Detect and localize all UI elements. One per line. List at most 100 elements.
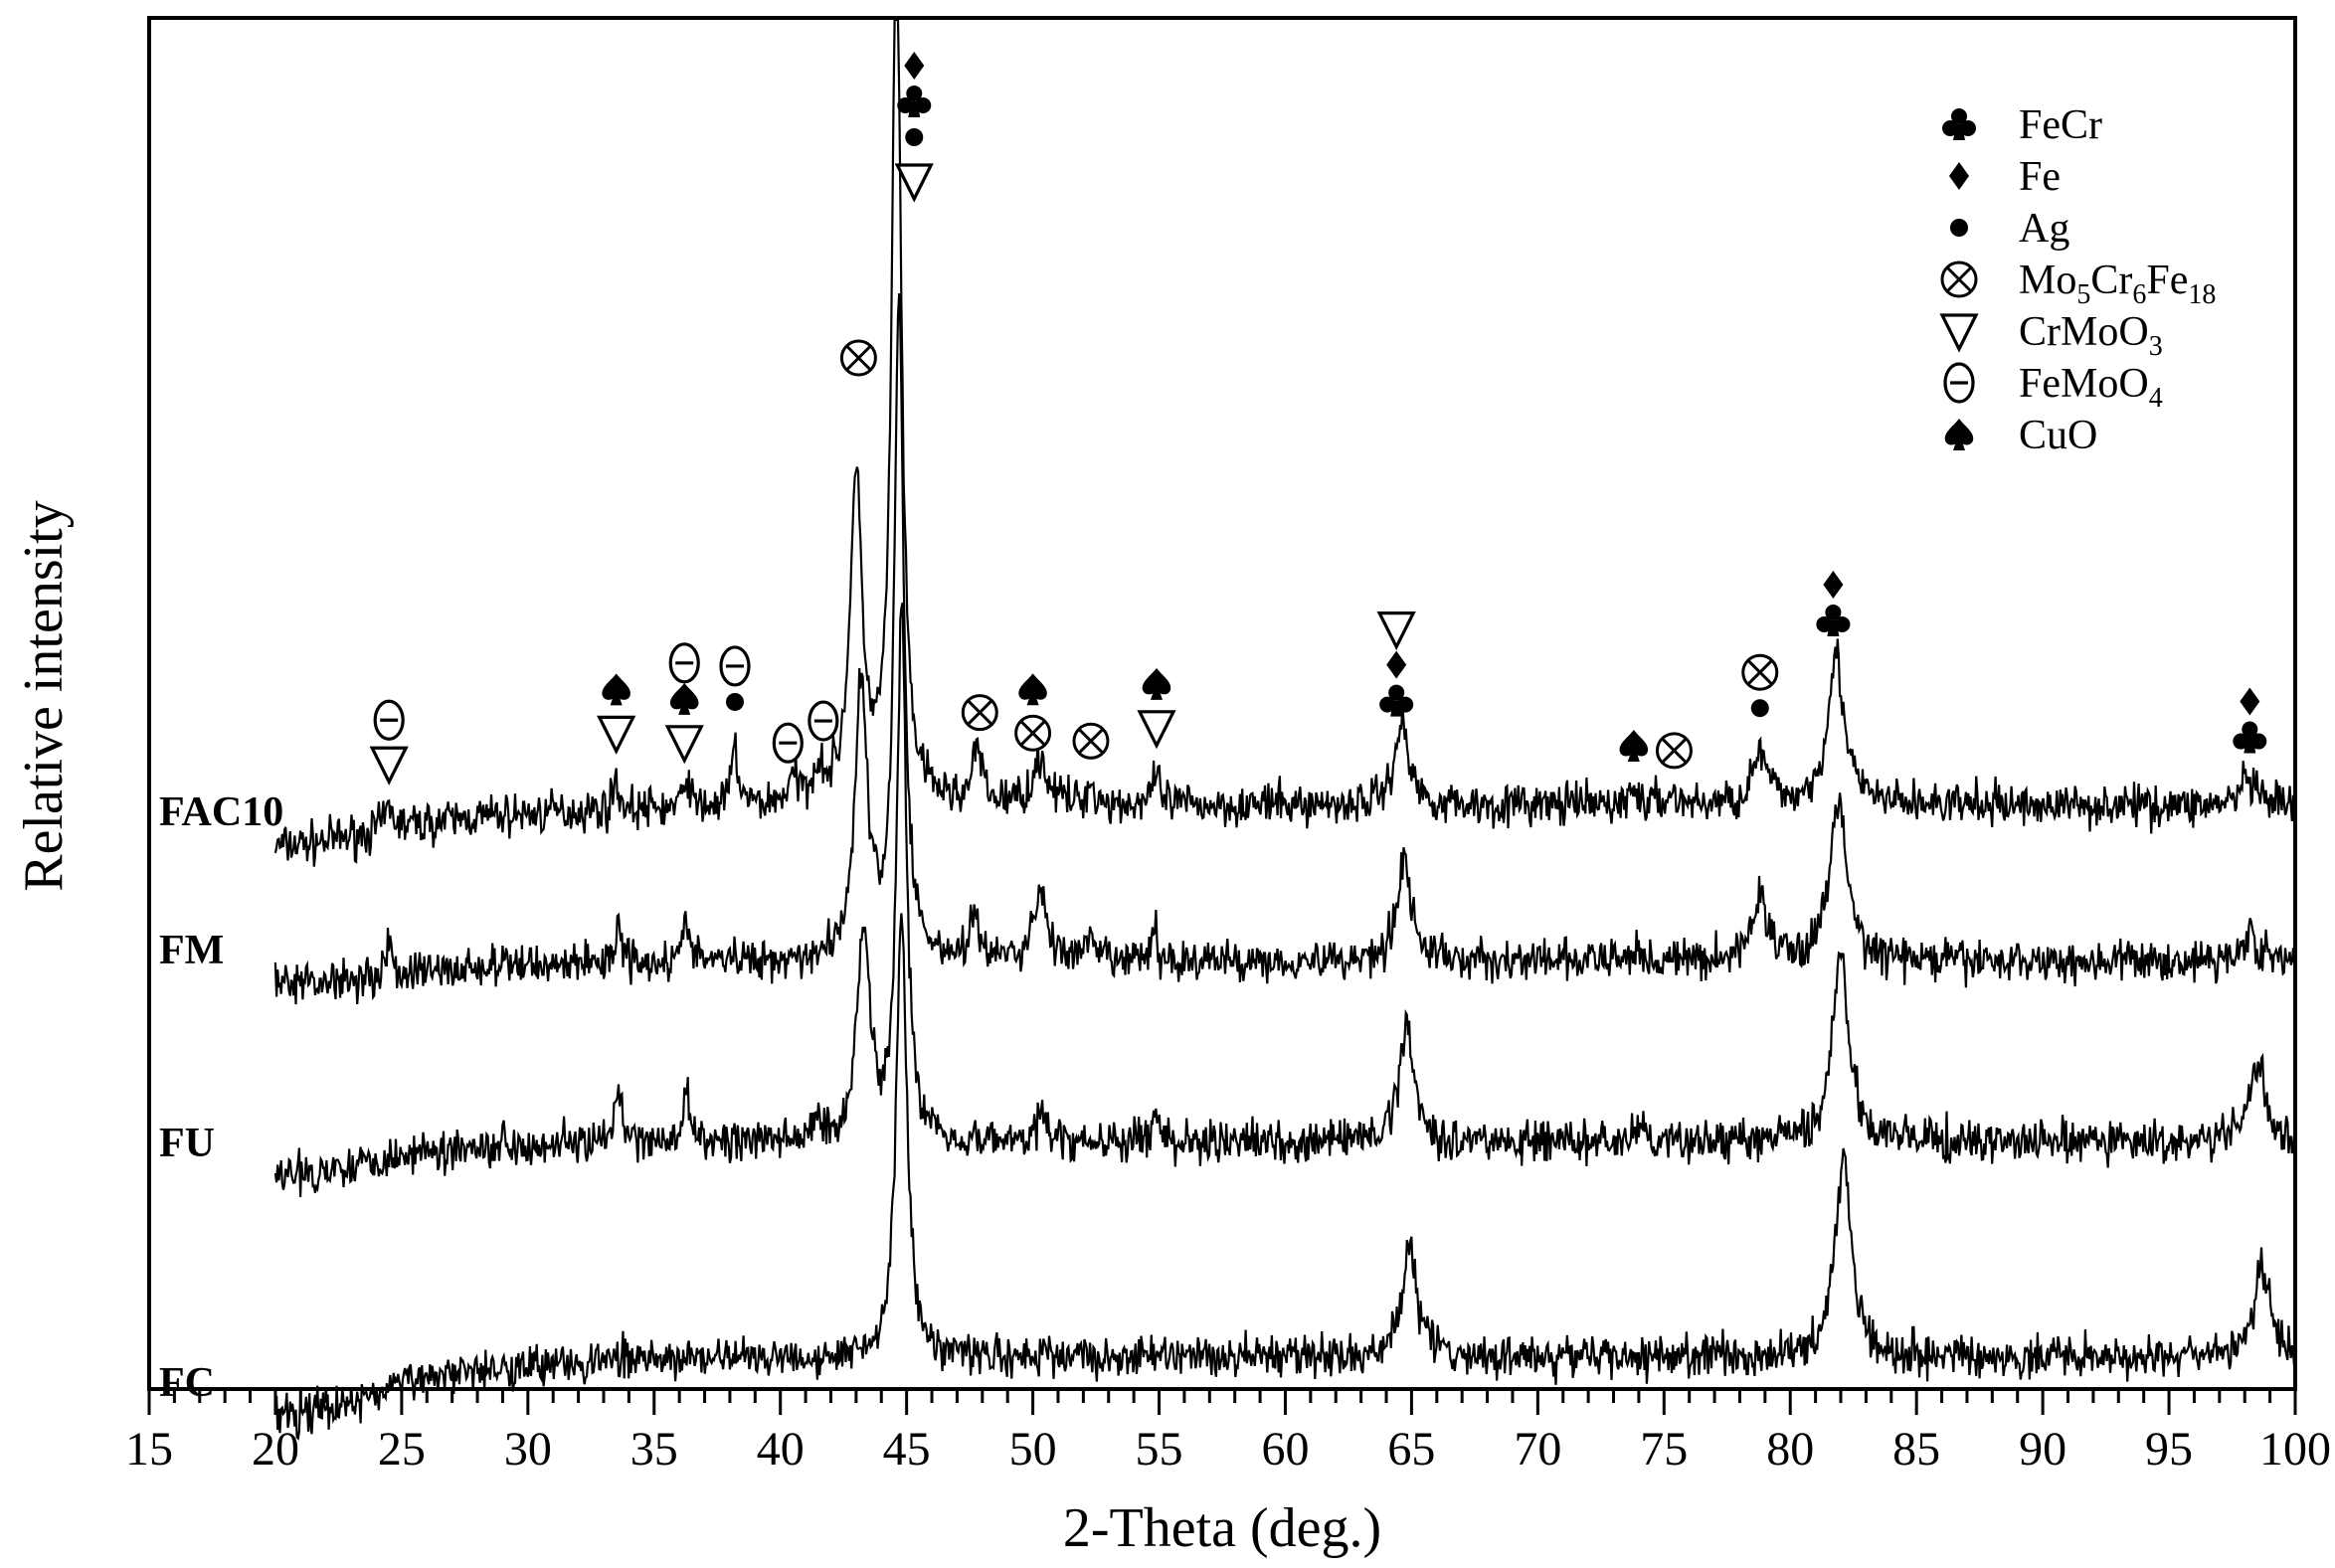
nabla-marker-icon <box>597 715 636 755</box>
x-tick-label: 60 <box>1261 1423 1309 1476</box>
theta-marker-icon <box>373 699 405 741</box>
nabla-marker-icon <box>1939 313 1979 353</box>
x-tick-label: 50 <box>1009 1423 1057 1476</box>
peak-annotation <box>597 673 636 755</box>
legend-label: FeCr <box>2019 102 2102 148</box>
nabla-marker-icon <box>894 163 934 203</box>
trace-fm <box>273 293 2296 1005</box>
legend-label: CuO <box>2019 413 2097 458</box>
club-marker-icon <box>1816 604 1851 636</box>
peak-annotation <box>2233 687 2267 754</box>
x-tick-label: 80 <box>1766 1423 1814 1476</box>
peak-annotation <box>1655 732 1693 770</box>
peak-annotation <box>719 645 751 711</box>
legend-label: FeMoO4 <box>2019 361 2163 414</box>
sample-label-fac10: FAC10 <box>159 789 283 835</box>
x-tick-label: 40 <box>757 1423 805 1476</box>
otimes-marker-icon <box>839 339 877 377</box>
diamond-marker-icon <box>904 52 925 80</box>
x-axis-ticks: 15 20 25 30 35 40 45 50 55 60 65 70 75 80 85 90 95 100 <box>125 1389 2331 1476</box>
trace-fac10 <box>273 18 2296 867</box>
otimes-marker-icon <box>1014 714 1052 752</box>
theta-marker-icon <box>808 700 839 742</box>
circle-marker-icon <box>1750 699 1769 718</box>
legend-entry: Ag <box>1950 206 2069 252</box>
x-tick-label: 100 <box>2259 1423 2331 1476</box>
peak-annotation <box>369 699 409 785</box>
peak-annotation <box>664 642 704 765</box>
x-tick-label: 95 <box>2145 1423 2193 1476</box>
circle-marker-icon <box>905 128 924 146</box>
x-tick-label: 35 <box>630 1423 678 1476</box>
peak-annotation <box>961 694 998 732</box>
peak-annotation <box>1619 729 1649 762</box>
trace-fc <box>273 913 2296 1441</box>
theta-marker-icon <box>719 645 751 687</box>
club-marker-icon <box>897 86 932 117</box>
nabla-marker-icon <box>369 746 409 785</box>
legend-label: Mo5Cr6Fe18 <box>2019 258 2216 310</box>
plot-frame <box>147 16 2297 1391</box>
peak-annotation <box>1072 722 1110 760</box>
peak-annotation <box>1741 653 1779 718</box>
theta-marker-icon <box>772 722 804 764</box>
series-traces <box>273 18 2296 1441</box>
theta-marker-icon <box>668 642 700 684</box>
otimes-marker-icon <box>1741 653 1779 691</box>
x-tick-label: 70 <box>1514 1423 1561 1476</box>
legend-label: Fe <box>2019 154 2061 200</box>
circle-marker-icon <box>1950 219 1968 237</box>
diamond-marker-icon <box>1386 650 1407 679</box>
sample-labels: FAC10 FM FU FC <box>159 789 283 1406</box>
x-tick-label: 45 <box>883 1423 931 1476</box>
x-tick-label: 75 <box>1640 1423 1688 1476</box>
diamond-marker-icon <box>2240 687 2260 716</box>
peak-annotation <box>1376 610 1416 717</box>
club-marker-icon <box>1379 684 1414 717</box>
x-tick-label: 15 <box>125 1423 173 1476</box>
peak-annotation <box>772 722 804 764</box>
x-tick-label: 30 <box>504 1423 552 1476</box>
x-tick-label: 90 <box>2019 1423 2066 1476</box>
x-tick-label: 20 <box>252 1423 299 1476</box>
legend-label: CrMoO3 <box>2019 309 2163 362</box>
peak-annotation <box>894 52 934 203</box>
nabla-marker-icon <box>664 725 704 765</box>
legend-entry: CrMoO3 <box>1939 309 2163 362</box>
club-marker-icon <box>1942 108 1976 140</box>
spade-marker-icon <box>1944 419 1974 450</box>
spade-marker-icon <box>669 682 699 715</box>
legend-entry: FeCr <box>1942 102 2102 148</box>
club-marker-icon <box>2233 721 2267 754</box>
spade-marker-icon <box>1018 673 1047 706</box>
theta-marker-icon <box>1943 362 1975 404</box>
spade-marker-icon <box>602 673 630 706</box>
x-axis-title: 2-Theta (deg.) <box>1063 1497 1381 1559</box>
otimes-marker-icon <box>1655 732 1693 770</box>
circle-marker-icon <box>726 692 745 711</box>
spade-marker-icon <box>1142 667 1171 700</box>
y-axis-title: Relative intensity <box>13 500 75 891</box>
sample-label-fc: FC <box>159 1360 215 1406</box>
legend-entry: Mo5Cr6Fe18 <box>1940 258 2216 310</box>
nabla-marker-icon <box>1376 610 1416 651</box>
x-tick-label: 25 <box>378 1423 426 1476</box>
diamond-marker-icon <box>1823 570 1844 599</box>
peak-annotation <box>808 700 839 742</box>
legend-label: Ag <box>2019 206 2069 252</box>
trace-fu <box>273 602 2296 1197</box>
spade-marker-icon <box>1619 729 1649 762</box>
legend-entry: CuO <box>1944 413 2097 458</box>
otimes-marker-icon <box>1940 261 1978 298</box>
legend-entry: Fe <box>1949 154 2061 200</box>
diamond-marker-icon <box>1949 162 1969 190</box>
otimes-marker-icon <box>961 694 998 732</box>
otimes-marker-icon <box>1072 722 1110 760</box>
x-tick-label: 55 <box>1136 1423 1183 1476</box>
peak-annotation <box>1816 570 1851 636</box>
x-tick-label: 65 <box>1387 1423 1435 1476</box>
peak-annotations <box>369 52 2267 785</box>
nabla-marker-icon <box>1137 710 1176 750</box>
